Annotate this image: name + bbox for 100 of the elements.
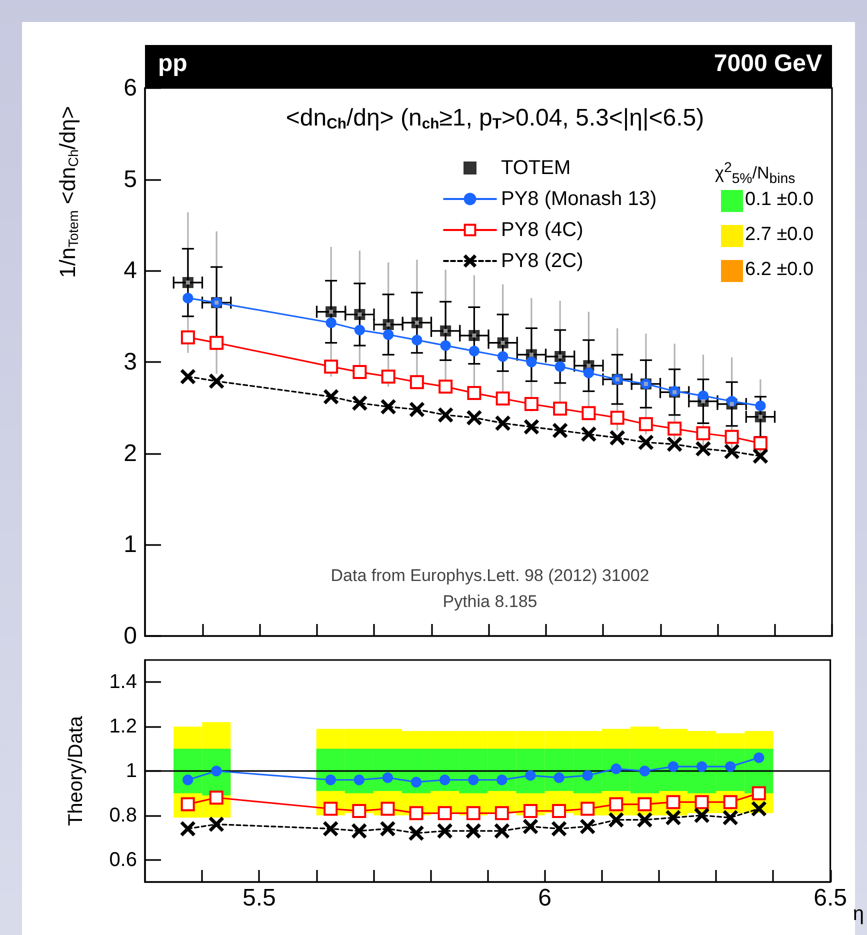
point	[723, 795, 738, 810]
annotation: 6.2 ±0.0	[745, 259, 814, 281]
point	[468, 774, 479, 786]
legend-label: PY8 (Monash 13)	[501, 188, 657, 210]
point	[553, 402, 568, 416]
point	[666, 810, 681, 825]
point	[637, 812, 652, 828]
point	[180, 369, 196, 384]
point	[438, 380, 453, 394]
y-tick-label: 3	[124, 348, 137, 376]
point	[610, 430, 625, 446]
point	[382, 772, 394, 783]
point	[494, 806, 509, 820]
point	[468, 346, 480, 356]
point	[182, 774, 194, 786]
y-tick-label: 5	[124, 166, 137, 193]
legend-label: PY8 (4C)	[501, 219, 584, 241]
y-tick-label: 4	[124, 257, 137, 284]
point	[523, 819, 538, 834]
annotation: 0.1 ±0.0	[745, 189, 814, 211]
point	[354, 324, 365, 336]
point	[554, 772, 564, 783]
point	[324, 389, 338, 404]
legend-label: PY8 (2C)	[501, 250, 584, 272]
point	[552, 423, 568, 438]
point	[324, 360, 338, 374]
text: pp	[158, 50, 188, 78]
point	[352, 365, 367, 380]
point	[694, 808, 710, 823]
point	[752, 801, 766, 816]
point	[209, 374, 224, 388]
point	[552, 821, 566, 836]
point	[466, 806, 480, 820]
point	[438, 824, 452, 838]
point	[211, 766, 222, 776]
point	[438, 806, 452, 820]
point	[583, 368, 594, 378]
y-tick-label: 0.6	[109, 848, 137, 871]
point	[581, 426, 596, 442]
point	[410, 375, 424, 390]
point	[698, 390, 708, 402]
annotation: Pythia 8.185	[442, 592, 538, 612]
point	[440, 774, 450, 786]
y-axis-title: Theory/Data	[65, 715, 87, 826]
point	[638, 435, 654, 450]
point	[696, 426, 710, 440]
point	[524, 420, 539, 434]
point	[668, 422, 682, 436]
point	[209, 790, 224, 805]
point	[580, 802, 595, 816]
x-tick-label: 6.5	[814, 884, 847, 912]
point	[325, 774, 336, 786]
y-tick-label: 1.4	[109, 671, 137, 694]
point	[723, 810, 738, 825]
point	[410, 402, 424, 417]
point	[754, 752, 764, 763]
point	[609, 797, 624, 812]
point	[410, 776, 422, 788]
point	[580, 819, 595, 834]
point	[523, 804, 538, 818]
point	[180, 797, 195, 812]
point	[496, 416, 510, 430]
point	[323, 821, 338, 836]
point	[380, 802, 395, 816]
point	[408, 826, 424, 840]
y-tick-label: 0	[124, 622, 137, 650]
x-tick-label: 5.5	[242, 884, 276, 912]
point	[326, 317, 336, 328]
point	[180, 821, 196, 836]
point	[610, 410, 624, 425]
point	[466, 824, 481, 838]
y-tick-label: 1.2	[109, 716, 137, 738]
point	[409, 806, 424, 820]
point	[608, 812, 624, 828]
point	[639, 766, 650, 776]
point	[352, 804, 366, 818]
y-tick-label: 0.8	[109, 804, 137, 826]
point	[412, 334, 422, 346]
point	[526, 356, 537, 368]
point	[696, 441, 710, 456]
point	[696, 761, 708, 772]
point	[496, 774, 508, 786]
point	[440, 340, 451, 351]
legend-label: TOTEM	[501, 157, 571, 179]
point	[494, 824, 510, 838]
point	[354, 774, 364, 786]
point	[667, 436, 682, 452]
point	[638, 797, 652, 812]
point	[752, 786, 766, 800]
point	[552, 804, 566, 818]
annotation: χ$^{2}$$_{5%}$/N$_{bins}$	[715, 160, 796, 188]
point	[582, 406, 596, 420]
point	[753, 448, 768, 464]
point	[210, 336, 224, 350]
x-tick-label: 6	[538, 884, 552, 912]
y-tick-label: 2	[124, 440, 137, 467]
point	[694, 795, 709, 810]
point	[182, 292, 194, 304]
y-axis-title: 1/nTotem <dnCh/dη>	[55, 106, 82, 278]
point	[498, 351, 508, 362]
